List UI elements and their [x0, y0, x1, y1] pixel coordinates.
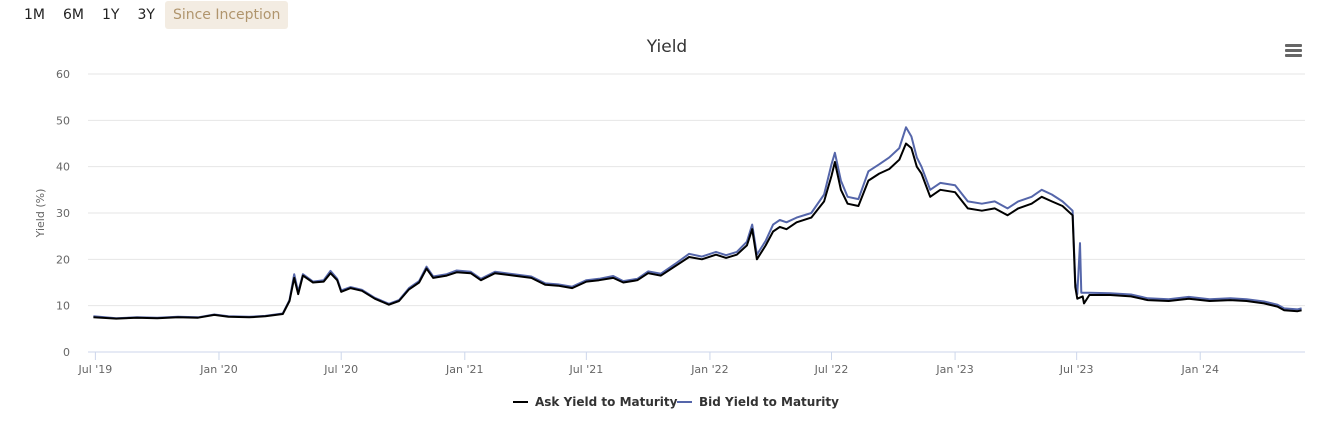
y-tick-label: 40 [56, 161, 70, 174]
x-tick-label: Jan '22 [690, 363, 728, 376]
x-tick-label: Jul '20 [323, 363, 358, 376]
range-button-1m[interactable]: 1M [24, 7, 45, 23]
x-tick-label: Jul '21 [568, 363, 603, 376]
range-selector: 1M 6M 1Y 3Y Since Inception [16, 0, 290, 30]
x-tick-label: Jan '21 [445, 363, 483, 376]
x-tick-label: Jan '20 [199, 363, 237, 376]
y-tick-label: 50 [56, 114, 70, 127]
x-tick-label: Jan '24 [1180, 363, 1218, 376]
series-lines [93, 126, 1302, 320]
x-tick-label: Jul '19 [77, 363, 112, 376]
legend-item-bid[interactable]: Bid Yield to Maturity [677, 395, 839, 409]
y-tick-label: 20 [56, 253, 70, 266]
x-tick-label: Jul '22 [814, 363, 849, 376]
legend-label-ask: Ask Yield to Maturity [535, 395, 678, 409]
legend-item-ask[interactable]: Ask Yield to Maturity [513, 395, 678, 409]
grid [88, 73, 1305, 353]
range-button-1y[interactable]: 1Y [102, 7, 120, 23]
range-button-3y[interactable]: 3Y [137, 7, 155, 23]
y-tick-label: 30 [56, 207, 70, 220]
y-tick-label: 10 [56, 300, 70, 313]
ask-yield-line [93, 142, 1302, 320]
x-tick-label: Jan '23 [935, 363, 973, 376]
range-button-since-inception[interactable]: Since Inception [164, 1, 289, 29]
range-button-6m[interactable]: 6M [63, 7, 84, 23]
hamburger-menu-icon[interactable] [1282, 41, 1306, 59]
x-axis: Jul '19 Jan '20 Jul '20 Jan '21 Jul '21 Jan '… [77, 352, 1219, 376]
legend: Ask Yield to Maturity Bid Yield to Matur… [513, 395, 839, 409]
x-tick-label: Jul '23 [1059, 363, 1094, 376]
bid-yield-line [93, 126, 1302, 320]
y-axis: 0 10 20 30 40 50 60 [56, 68, 70, 359]
legend-label-bid: Bid Yield to Maturity [699, 395, 839, 409]
chart-title: Yield [646, 37, 687, 57]
y-axis-label: Yield (%) [34, 189, 47, 239]
y-tick-label: 60 [56, 68, 70, 81]
y-tick-label: 0 [63, 346, 70, 359]
